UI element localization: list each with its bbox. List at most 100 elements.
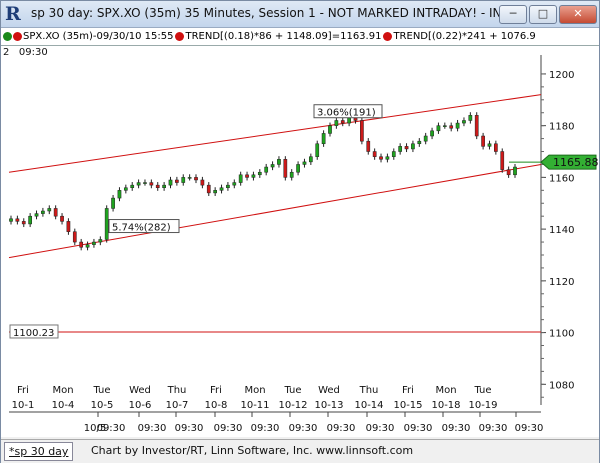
date-label: 10-1: [12, 400, 35, 411]
legend-trend1: TREND[(0.18)*86 + 1148.09]=1163.91: [185, 31, 382, 42]
candle-body: [41, 210, 45, 214]
time-axis-label: 09:30: [404, 423, 433, 434]
chart-area[interactable]: [1, 28, 599, 437]
candle-body: [340, 120, 345, 124]
candle-body: [219, 187, 224, 191]
candle-body: [500, 151, 505, 170]
symbol-red-dot-icon: [13, 32, 22, 41]
day-of-week-label: Tue: [473, 385, 491, 396]
time-axis-label: 09:30: [289, 423, 318, 434]
candle-body: [455, 122, 460, 129]
candle-body: [104, 208, 109, 240]
price-axis-label: 1100: [549, 329, 574, 340]
candle-body: [130, 184, 135, 188]
upper-trend-line: [8, 94, 542, 173]
candle-body: [123, 187, 128, 191]
candle-body: [308, 156, 313, 163]
status-bar: *sp 30 day Chart by Investor/RT, Linn So…: [1, 439, 599, 463]
candle-body: [194, 177, 198, 181]
candle-body: [366, 140, 371, 152]
candle-body: [264, 166, 269, 173]
date-label: 10-5: [91, 400, 114, 411]
candle-body: [111, 197, 115, 209]
candle-body: [98, 239, 103, 243]
candle-body: [238, 174, 243, 183]
time-axis-label: 09:30: [214, 423, 243, 434]
time-axis-label: 09:30: [138, 423, 167, 434]
last-price-label: 1165.88: [553, 156, 599, 169]
date-label: 10-7: [166, 400, 189, 411]
minimize-button[interactable]: ─: [499, 5, 527, 24]
close-icon: ✕: [573, 7, 583, 20]
annotation-box-bottom: [108, 219, 180, 234]
day-of-week-label: Tue: [283, 385, 301, 396]
candle-body: [321, 133, 326, 145]
candle-body: [85, 244, 90, 248]
maximize-icon: □: [537, 7, 549, 20]
price-axis-label: 1080: [549, 380, 574, 391]
candle-body: [302, 161, 307, 165]
time-axis-label: 09:30: [175, 423, 204, 434]
day-of-week-label: Mon: [435, 385, 456, 396]
candle-body: [200, 179, 205, 186]
last-price-marker: [540, 154, 597, 170]
time-axis-label: 09:30: [479, 423, 508, 434]
candle-body: [379, 156, 383, 160]
close-button[interactable]: ✕: [559, 5, 597, 24]
price-chart[interactable]: 1080 1100 1120 1140 1160 1180 1200 1100.23 3.06%…: [1, 1, 599, 437]
day-of-week-label: Wed: [129, 385, 151, 396]
time-axis-label: 09:30: [515, 423, 544, 434]
chart-tab[interactable]: *sp 30 day: [4, 442, 74, 461]
date-label: 10-15: [393, 400, 422, 411]
candle-body: [187, 177, 192, 179]
candle-body: [181, 177, 186, 183]
date-label: 10-8: [205, 400, 228, 411]
maximize-button[interactable]: □: [529, 5, 557, 24]
price-axis-label: 1180: [549, 122, 574, 133]
annotation-label-top: 3.06%(191): [317, 108, 376, 119]
candle-body: [257, 171, 262, 176]
candle-body: [213, 190, 218, 194]
minimize-icon: ─: [509, 7, 517, 20]
candle-body: [155, 184, 160, 188]
candle-body: [283, 159, 288, 178]
trend1-dot-icon: [175, 32, 185, 41]
candle-body: [417, 140, 422, 145]
candle-body: [21, 221, 26, 225]
day-of-week-label: Thu: [167, 385, 187, 396]
candle-body: [277, 159, 281, 165]
annotation-label-bottom: 5.74%(282): [112, 223, 171, 234]
candle-body: [60, 215, 64, 222]
candle-body: [506, 169, 511, 176]
annotation-box-top: [313, 104, 383, 119]
date-label: 10-4: [52, 400, 75, 411]
candle-body: [251, 174, 256, 178]
candle-body: [334, 120, 339, 126]
candle-body: [28, 215, 32, 225]
candle-body: [360, 120, 364, 142]
candle-body: [442, 125, 447, 127]
time-axis-label: 09:30: [97, 423, 126, 434]
candle-body: [168, 179, 173, 186]
day-of-week-label: Fri: [210, 385, 222, 396]
candle-body: [468, 115, 473, 121]
price-axis-label: 1160: [549, 173, 574, 184]
candle-body: [72, 231, 77, 243]
lower-trend-line: [8, 163, 542, 259]
legend-trend2: TREND[(0.22)*241 + 1076.9: [393, 31, 536, 42]
time-axis-label: 10/5: [84, 423, 106, 434]
day-of-week-label: Wed: [318, 385, 340, 396]
candle-body: [232, 182, 237, 186]
candle-body: [162, 184, 166, 188]
legend-symbol: SPX.XO (35m)-09/30/10 15:55: [23, 31, 174, 42]
candle-body: [245, 174, 249, 178]
support-line-label-box: [9, 324, 59, 339]
candle-body: [79, 241, 84, 248]
time-axis-label: 09:30: [366, 423, 395, 434]
support-line-label: 1100.23: [13, 328, 54, 339]
date-label: 10-13: [314, 400, 343, 411]
date-label: 10-19: [468, 400, 497, 411]
title-bar[interactable]: R sp 30 day: SPX.XO (35m) 35 Minutes, Se…: [1, 1, 599, 28]
chart-start-timestamp: 2 09:30: [3, 47, 48, 58]
candle-body: [372, 151, 377, 157]
